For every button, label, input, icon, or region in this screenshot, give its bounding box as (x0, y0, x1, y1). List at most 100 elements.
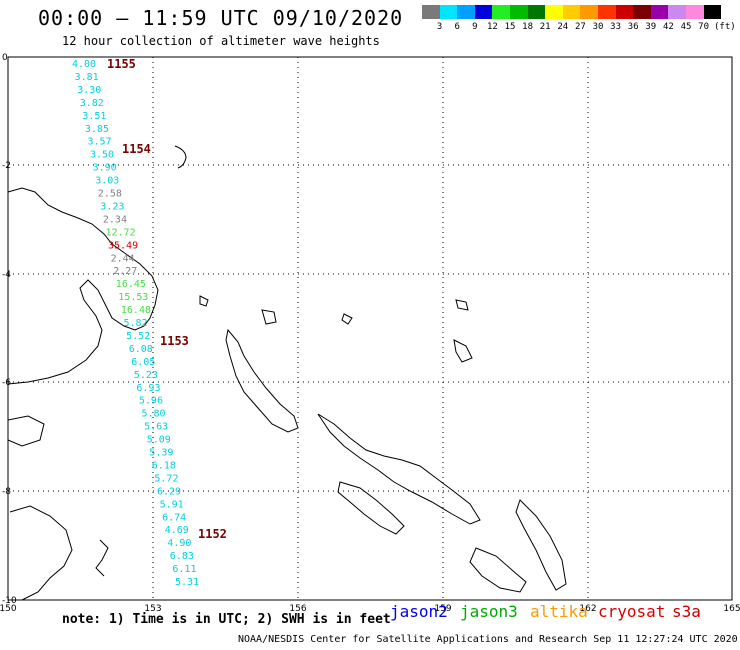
legend-swatch (703, 5, 722, 19)
legend-label: 70 (698, 22, 710, 32)
page-title: 00:00 – 11:59 UTC 09/10/2020 (38, 6, 404, 30)
y-tick-label: -10 (2, 596, 17, 606)
wave-height-value: 6.08 (129, 344, 153, 355)
footer-credit: NOAA/NESDIS Center for Satellite Applica… (238, 634, 738, 645)
wave-height-value: 3.23 (100, 202, 124, 213)
x-tick-label: 153 (144, 604, 161, 614)
x-tick-label: 156 (289, 604, 306, 614)
legend-label: 12 (486, 22, 498, 32)
wave-height-value: 5.52 (126, 331, 150, 342)
wave-height-value: 3.50 (90, 150, 114, 161)
islet-a (261, 309, 277, 325)
orbit-number: 1153 (160, 334, 189, 348)
wave-height-value: 3.57 (88, 137, 112, 148)
legend-label: 33 (610, 22, 622, 32)
legend-swatch (527, 5, 546, 19)
orbit-number: 1155 (107, 57, 136, 71)
wave-height-value: 4.90 (167, 538, 191, 549)
satellite-label: s3a (672, 602, 701, 621)
orbit-number: 1152 (198, 527, 227, 541)
legend-label: 42 (662, 22, 674, 32)
legend-label: 3 (436, 22, 443, 32)
y-tick-label: -2 (2, 161, 11, 171)
wave-height-value: 2.27 (113, 266, 137, 277)
legend-swatch (509, 5, 528, 19)
y-tick-label: -6 (2, 378, 11, 388)
legend-label: 27 (574, 22, 586, 32)
new-georgia (337, 481, 405, 535)
wave-height-value: 12.72 (106, 227, 136, 238)
wave-height-value: 3.30 (77, 85, 101, 96)
wave-height-value: 6.74 (162, 512, 186, 523)
wave-height-value: 6.05 (131, 357, 155, 368)
wave-height-value: 6.18 (152, 460, 176, 471)
legend-label: 9 (472, 22, 478, 32)
islet-e (199, 295, 209, 307)
color-legend (422, 5, 722, 19)
wave-height-value: 2.34 (103, 214, 127, 225)
legend-swatch (580, 5, 598, 19)
wave-height-value: 6.29 (157, 486, 181, 497)
islet-south (95, 539, 109, 577)
legend-swatch (633, 5, 651, 19)
island-west (7, 415, 45, 447)
wave-height-value: 35.49 (108, 240, 138, 251)
coastlines (7, 145, 567, 601)
wave-height-value: 2.44 (111, 253, 135, 264)
satellite-label: cryosat (598, 602, 666, 621)
legend-swatch (545, 5, 563, 19)
legend-label: 18 (522, 22, 534, 32)
y-tick-label: -8 (2, 487, 11, 497)
guadalcanal (469, 547, 527, 593)
islet-d (453, 339, 473, 363)
wave-height-value: 5.39 (149, 448, 173, 459)
y-tick-label: 0 (2, 53, 8, 63)
wave-height-value: 3.90 (93, 163, 117, 174)
legend-unit: (ft) (714, 22, 736, 32)
wave-height-value: 5.80 (142, 409, 166, 420)
legend-label: 30 (592, 22, 604, 32)
wave-height-value: 5.82 (124, 318, 148, 329)
x-tick-label: 150 (0, 604, 17, 614)
x-tick-label: 165 (723, 604, 740, 614)
wave-height-value: 3.03 (95, 176, 119, 187)
satellite-label: jason2 (390, 602, 448, 621)
wave-height-value: 6.11 (172, 564, 196, 575)
wave-height-value: 4.69 (165, 525, 189, 536)
legend-swatch (650, 5, 669, 19)
wave-height-value: 5.31 (175, 577, 199, 588)
grid (8, 57, 732, 600)
island-southwest (9, 505, 73, 601)
legend-swatch (474, 5, 493, 19)
legend-swatch (492, 5, 510, 19)
legend-swatch (597, 5, 616, 19)
islet-c (455, 299, 469, 311)
wave-height-value: 3.51 (82, 111, 106, 122)
altimeter-track: 4.00 3.81 3.30 3.82 3.51 3.85 3.57 3.50 3.90 3.03… (72, 59, 199, 588)
legend-swatch (439, 5, 458, 19)
satellite-label: altika (530, 602, 588, 621)
page-subtitle: 12 hour collection of altimeter wave hei… (62, 34, 380, 48)
x-axis-ticks: 150 153 156 159 162 165 (0, 604, 740, 614)
wave-height-value: 15.53 (118, 292, 148, 303)
legend-label: 45 (680, 22, 692, 32)
footer-note: note: 1) Time is in UTC; 2) SWH is in fe… (62, 612, 391, 627)
wave-height-value: 3.85 (85, 124, 109, 135)
legend-label: 24 (557, 22, 569, 32)
satellite-label: jason3 (460, 602, 518, 621)
wave-height-value: 5.09 (147, 435, 171, 446)
wave-height-value: 5.72 (154, 473, 178, 484)
wave-height-value: 6.83 (170, 551, 194, 562)
legend-swatch (685, 5, 704, 19)
wave-height-value: 16.48 (121, 305, 151, 316)
bougainville (225, 328, 299, 433)
y-axis-ticks: 0 -2 -4 -6 -8 -10 (2, 53, 17, 606)
x-tick-label: 162 (579, 604, 596, 614)
legend-swatch (615, 5, 634, 19)
orbit-labels: 1155 1154 1153 1152 (107, 57, 227, 541)
wave-height-value: 5.91 (160, 499, 184, 510)
x-tick-label: 159 (434, 604, 451, 614)
wave-height-value: 5.96 (139, 396, 163, 407)
legend-label: 15 (504, 22, 516, 32)
